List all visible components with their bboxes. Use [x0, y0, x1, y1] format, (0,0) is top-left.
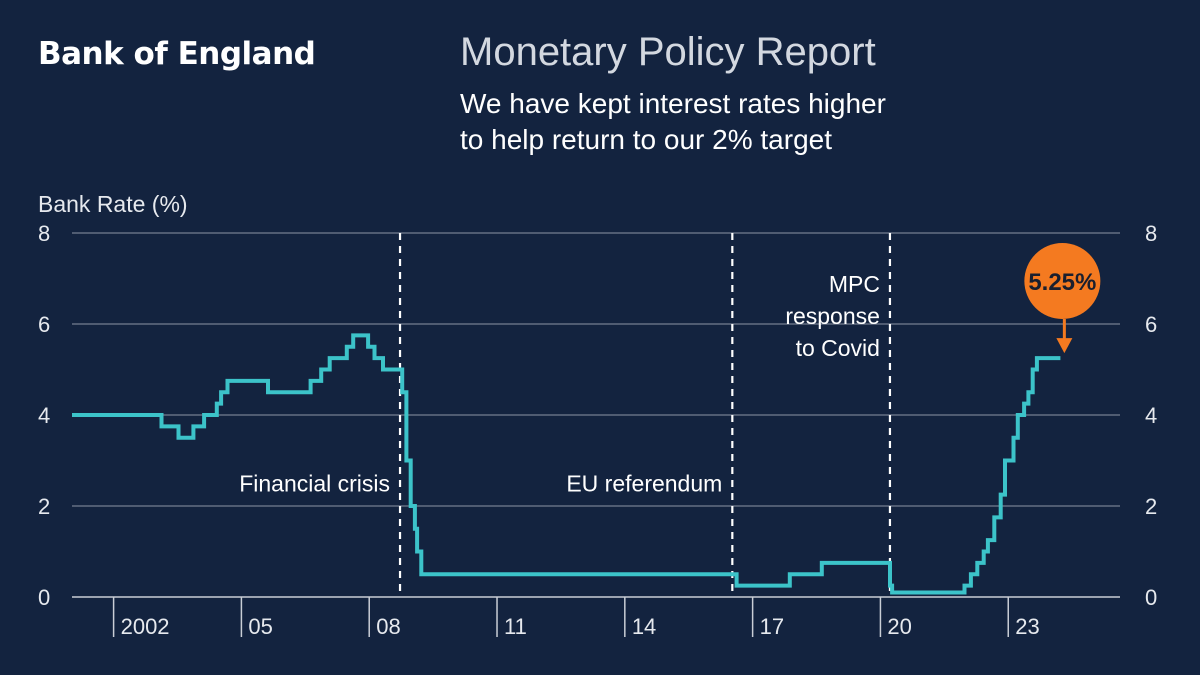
callout-bubble — [1024, 243, 1101, 319]
y-tick-right-8: 8 — [1145, 221, 1157, 246]
chart-headline: We have kept interest rates higher to he… — [460, 86, 980, 158]
y-tick-right-4: 4 — [1145, 403, 1157, 428]
brand-logo-text: Bank of England — [38, 36, 316, 72]
x-tick-label-14: 14 — [632, 614, 656, 639]
grid-lines — [72, 232, 1120, 598]
y-tick-right-2: 2 — [1145, 494, 1157, 519]
y-tick-left-6: 6 — [38, 312, 50, 337]
x-tick-label-23: 23 — [1015, 614, 1039, 639]
event-label-2-line-1: response — [785, 303, 880, 329]
y-tick-right-6: 6 — [1145, 312, 1157, 337]
y-tick-right-0: 0 — [1145, 585, 1157, 610]
event-label-2-line-2: to Covid — [796, 335, 880, 361]
x-tick-label-17: 17 — [760, 614, 784, 639]
event-label-0: Financial crisis — [239, 470, 390, 496]
y-tick-left-2: 2 — [38, 494, 50, 519]
x-tick-label-08: 08 — [376, 614, 400, 639]
headline-line-2: to help return to our 2% target — [460, 124, 832, 155]
event-label-2-line-0: MPC — [829, 271, 880, 297]
event-label-1: EU referendum — [566, 470, 722, 496]
y-tick-left-4: 4 — [38, 403, 50, 428]
rate-callout: 5.25% — [1024, 243, 1101, 354]
series-layer — [72, 333, 1061, 595]
bank-rate-series-line — [72, 333, 1061, 595]
x-tick-label-20: 20 — [887, 614, 911, 639]
callout-arrow-head — [1056, 338, 1073, 354]
x-tick-label-05: 05 — [248, 614, 272, 639]
axis-ticks: 0 0 2 2 4 4 6 6 8 8 2002 05 08 11 14 17 20 23 — [38, 221, 1157, 639]
event-markers: Financial crisis EU referendum MPC response… — [239, 233, 892, 597]
y-tick-left-0: 0 — [38, 585, 50, 610]
y-axis-label: Bank Rate (%) — [38, 191, 188, 217]
headline-line-1: We have kept interest rates higher — [460, 88, 886, 119]
x-tick-label-11: 11 — [504, 614, 527, 639]
y-tick-left-8: 8 — [38, 221, 50, 246]
x-tick-label-2002: 2002 — [121, 614, 170, 639]
report-title: Monetary Policy Report — [460, 30, 876, 74]
callout-label: 5.25% — [1028, 269, 1096, 296]
